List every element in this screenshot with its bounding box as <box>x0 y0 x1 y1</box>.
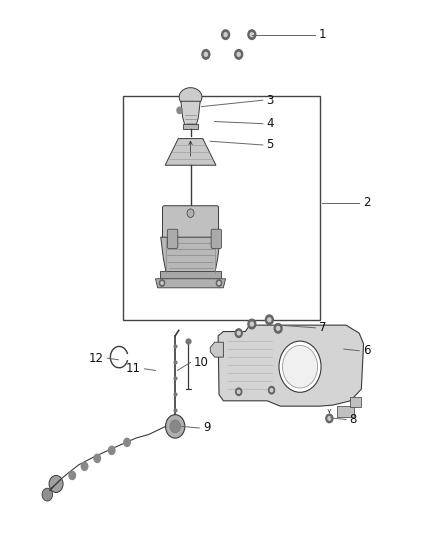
Circle shape <box>170 420 180 433</box>
Circle shape <box>237 390 240 393</box>
Bar <box>337 406 354 417</box>
Bar <box>123 96 320 320</box>
Bar <box>160 271 221 279</box>
Circle shape <box>235 50 243 59</box>
Circle shape <box>235 329 242 337</box>
Circle shape <box>187 209 194 217</box>
Circle shape <box>123 438 131 447</box>
Circle shape <box>216 280 222 286</box>
Text: 1: 1 <box>319 28 326 41</box>
Circle shape <box>274 324 282 333</box>
Polygon shape <box>218 325 364 406</box>
Circle shape <box>236 329 242 337</box>
Circle shape <box>265 315 273 325</box>
Text: 5: 5 <box>266 139 274 151</box>
Polygon shape <box>165 139 216 165</box>
Text: 2: 2 <box>363 196 370 209</box>
Text: 12: 12 <box>89 352 104 365</box>
Circle shape <box>161 282 163 284</box>
Text: 7: 7 <box>319 321 326 334</box>
Circle shape <box>93 454 101 463</box>
Circle shape <box>268 318 271 322</box>
Circle shape <box>326 414 333 423</box>
Text: 10: 10 <box>194 356 209 369</box>
Bar <box>350 397 361 407</box>
Circle shape <box>224 33 227 37</box>
Circle shape <box>159 280 165 286</box>
Circle shape <box>248 30 256 39</box>
Polygon shape <box>155 279 226 288</box>
Circle shape <box>222 30 230 39</box>
Text: 11: 11 <box>126 362 141 375</box>
Circle shape <box>283 345 318 388</box>
Circle shape <box>270 389 273 392</box>
Circle shape <box>49 475 63 492</box>
Circle shape <box>236 388 242 395</box>
FancyBboxPatch shape <box>211 229 222 248</box>
Circle shape <box>81 462 88 471</box>
Circle shape <box>279 341 321 392</box>
Circle shape <box>237 52 240 56</box>
Circle shape <box>250 322 254 326</box>
Text: 9: 9 <box>203 422 210 434</box>
Circle shape <box>237 332 240 335</box>
Circle shape <box>166 415 185 438</box>
Circle shape <box>177 107 182 114</box>
Polygon shape <box>181 101 200 125</box>
Circle shape <box>276 326 280 330</box>
Circle shape <box>108 446 116 455</box>
Text: 6: 6 <box>363 344 370 357</box>
Polygon shape <box>210 342 223 357</box>
Circle shape <box>68 471 76 480</box>
Circle shape <box>237 332 240 335</box>
FancyBboxPatch shape <box>167 229 178 248</box>
Text: 4: 4 <box>266 117 274 130</box>
Circle shape <box>204 52 208 56</box>
Circle shape <box>250 33 254 37</box>
Bar <box>183 124 198 129</box>
Circle shape <box>268 386 275 394</box>
Text: 8: 8 <box>350 413 357 426</box>
Circle shape <box>218 282 220 284</box>
Circle shape <box>42 488 53 501</box>
Circle shape <box>248 319 256 329</box>
Ellipse shape <box>179 87 202 106</box>
FancyBboxPatch shape <box>162 206 219 239</box>
Text: 3: 3 <box>266 94 274 107</box>
Polygon shape <box>161 237 220 274</box>
Circle shape <box>328 417 331 420</box>
Circle shape <box>202 50 210 59</box>
